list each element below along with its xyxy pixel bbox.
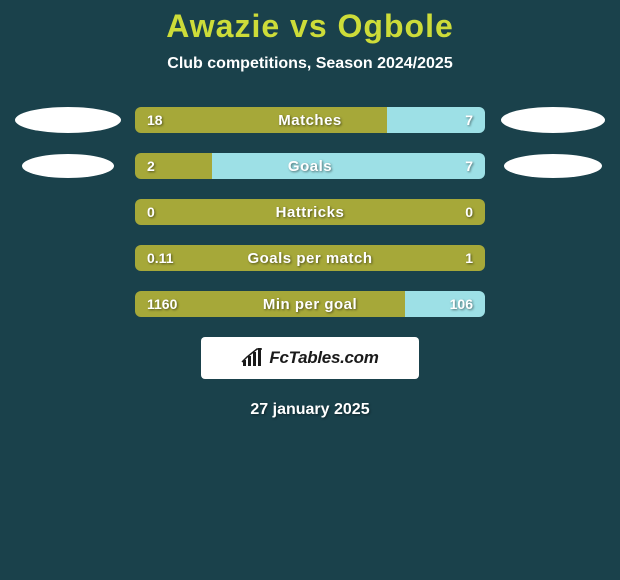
stat-row: 00Hattricks (0, 199, 620, 225)
page-title: Awazie vs Ogbole (0, 8, 620, 45)
stat-label: Min per goal (135, 291, 485, 317)
right-avatar-col (485, 154, 620, 178)
left-avatar-col (0, 107, 135, 133)
player-avatar-left (15, 107, 121, 133)
stat-bar: 1160106Min per goal (135, 291, 485, 317)
page-subtitle: Club competitions, Season 2024/2025 (0, 55, 620, 73)
comparison-card: Awazie vs Ogbole Club competitions, Seas… (0, 0, 620, 419)
chart-icon (241, 348, 263, 368)
stat-bar: 0.111Goals per match (135, 245, 485, 271)
player-avatar-right (501, 107, 605, 133)
left-avatar-col (0, 154, 135, 178)
snapshot-date: 27 january 2025 (0, 401, 620, 419)
stat-bar: 27Goals (135, 153, 485, 179)
right-avatar-col (485, 107, 620, 133)
player-avatar-right (504, 154, 602, 178)
player-avatar-left (22, 154, 114, 178)
stat-label: Goals per match (135, 245, 485, 271)
brand-pre: Fc (269, 348, 288, 367)
stat-row: 187Matches (0, 107, 620, 133)
stat-label: Goals (135, 153, 485, 179)
stat-row: 27Goals (0, 153, 620, 179)
stat-label: Matches (135, 107, 485, 133)
stat-label: Hattricks (135, 199, 485, 225)
chart-area: 187Matches 27Goals 00Hattricks 0.111Goals p… (0, 107, 620, 317)
stat-bar: 00Hattricks (135, 199, 485, 225)
brand-badge: FcTables.com (201, 337, 419, 379)
stat-bar: 187Matches (135, 107, 485, 133)
brand-text: FcTables.com (269, 348, 378, 368)
stat-row: 1160106Min per goal (0, 291, 620, 317)
stat-row: 0.111Goals per match (0, 245, 620, 271)
brand-post: Tables.com (289, 348, 379, 367)
